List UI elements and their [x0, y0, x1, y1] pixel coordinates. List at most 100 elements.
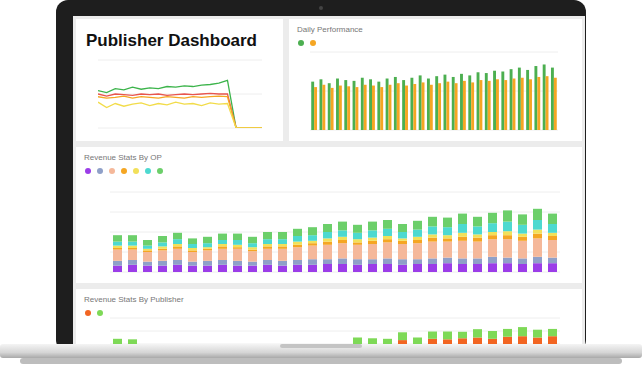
bar-segment [353, 233, 362, 239]
bar-segment [293, 242, 302, 245]
bar-segment [533, 234, 542, 239]
bar [529, 79, 532, 130]
bar-segment [158, 344, 167, 345]
laptop-notch [280, 344, 362, 348]
bar [397, 83, 400, 130]
bar-segment [548, 336, 557, 344]
bar [353, 81, 356, 130]
bar-segment [383, 264, 392, 272]
bar-segment [308, 241, 317, 243]
bar-segment [488, 213, 497, 223]
bar-segment [308, 227, 317, 235]
bar-segment [278, 344, 287, 345]
bar-segment [428, 258, 437, 264]
bar [543, 64, 546, 130]
panel [289, 19, 582, 141]
bar-segment [473, 329, 482, 337]
bar-segment [533, 263, 542, 272]
line [98, 80, 262, 128]
plot-area [113, 209, 557, 272]
bar-segment [323, 259, 332, 264]
bar-segment [323, 224, 332, 232]
bar-segment [338, 264, 347, 272]
bar-segment [218, 265, 227, 272]
bar-segment [428, 234, 437, 237]
bar-segment [518, 327, 527, 336]
bar-segment [533, 238, 542, 256]
bar-segment [233, 245, 242, 247]
bar-segment [128, 235, 137, 241]
bar-segment [278, 261, 287, 266]
bar-segment [203, 266, 212, 272]
bar [336, 79, 339, 130]
bar-segment [218, 344, 227, 345]
bar-segment [278, 246, 287, 248]
bar [386, 79, 389, 130]
bar-segment [473, 264, 482, 272]
bar [322, 85, 325, 130]
bar-segment [263, 239, 272, 244]
bar-segment [533, 209, 542, 220]
plot-area [113, 327, 557, 344]
bar-segment [113, 266, 122, 272]
bar-segment [248, 251, 257, 261]
bar-segment [398, 340, 407, 344]
bar-segment [143, 252, 152, 262]
bar [364, 85, 367, 130]
bar-segment [293, 245, 302, 247]
bar-segment [128, 250, 137, 260]
laptop-base [0, 344, 642, 358]
bar [510, 69, 513, 130]
legend-swatch [109, 168, 115, 174]
bar-segment [533, 330, 542, 338]
bar-segment [458, 241, 467, 259]
bar-segment [383, 339, 392, 344]
bar-segment [173, 246, 182, 248]
bar-segment [473, 226, 482, 234]
bar-segment [338, 344, 347, 345]
grid-line [110, 212, 560, 213]
bar-segment [278, 244, 287, 246]
bar [405, 86, 408, 130]
bar [501, 72, 504, 131]
bar-segment [443, 218, 452, 228]
bar [455, 83, 458, 130]
bar-segment [128, 265, 137, 272]
bar-segment [338, 222, 347, 231]
plot-area [311, 64, 557, 130]
bar-segment [143, 240, 152, 246]
bar-segment [443, 227, 452, 235]
bar [518, 68, 521, 130]
bar [427, 79, 430, 130]
bar-segment [263, 344, 272, 345]
dashboard-title: Publisher Dashboard [86, 31, 257, 50]
bar [554, 78, 557, 130]
bar-segment [203, 344, 212, 345]
bar [526, 70, 529, 130]
bar [452, 77, 455, 130]
bar-segment [308, 259, 317, 265]
bar-segment [203, 247, 212, 249]
bar-segment [188, 344, 197, 345]
bar-segment [218, 244, 227, 246]
bar-segment [443, 242, 452, 258]
bar-segment [263, 249, 272, 260]
bar-segment [488, 223, 497, 232]
bar-segment [323, 238, 332, 241]
bar-segment [248, 250, 257, 252]
legend-swatch [145, 168, 151, 174]
bar-segment [173, 239, 182, 244]
legend-swatch [121, 168, 127, 174]
bar-segment [158, 249, 167, 251]
bar-segment [458, 332, 467, 339]
bar-segment [353, 265, 362, 272]
bar-segment [533, 338, 542, 345]
bar-segment [173, 260, 182, 265]
bar-segment [278, 266, 287, 272]
bar-segment [263, 260, 272, 265]
bar-segment [158, 250, 167, 260]
panel-title: Daily Performance [297, 25, 363, 34]
bar-segment [473, 242, 482, 259]
bar-segment [458, 214, 467, 224]
bar-segment [503, 222, 512, 232]
